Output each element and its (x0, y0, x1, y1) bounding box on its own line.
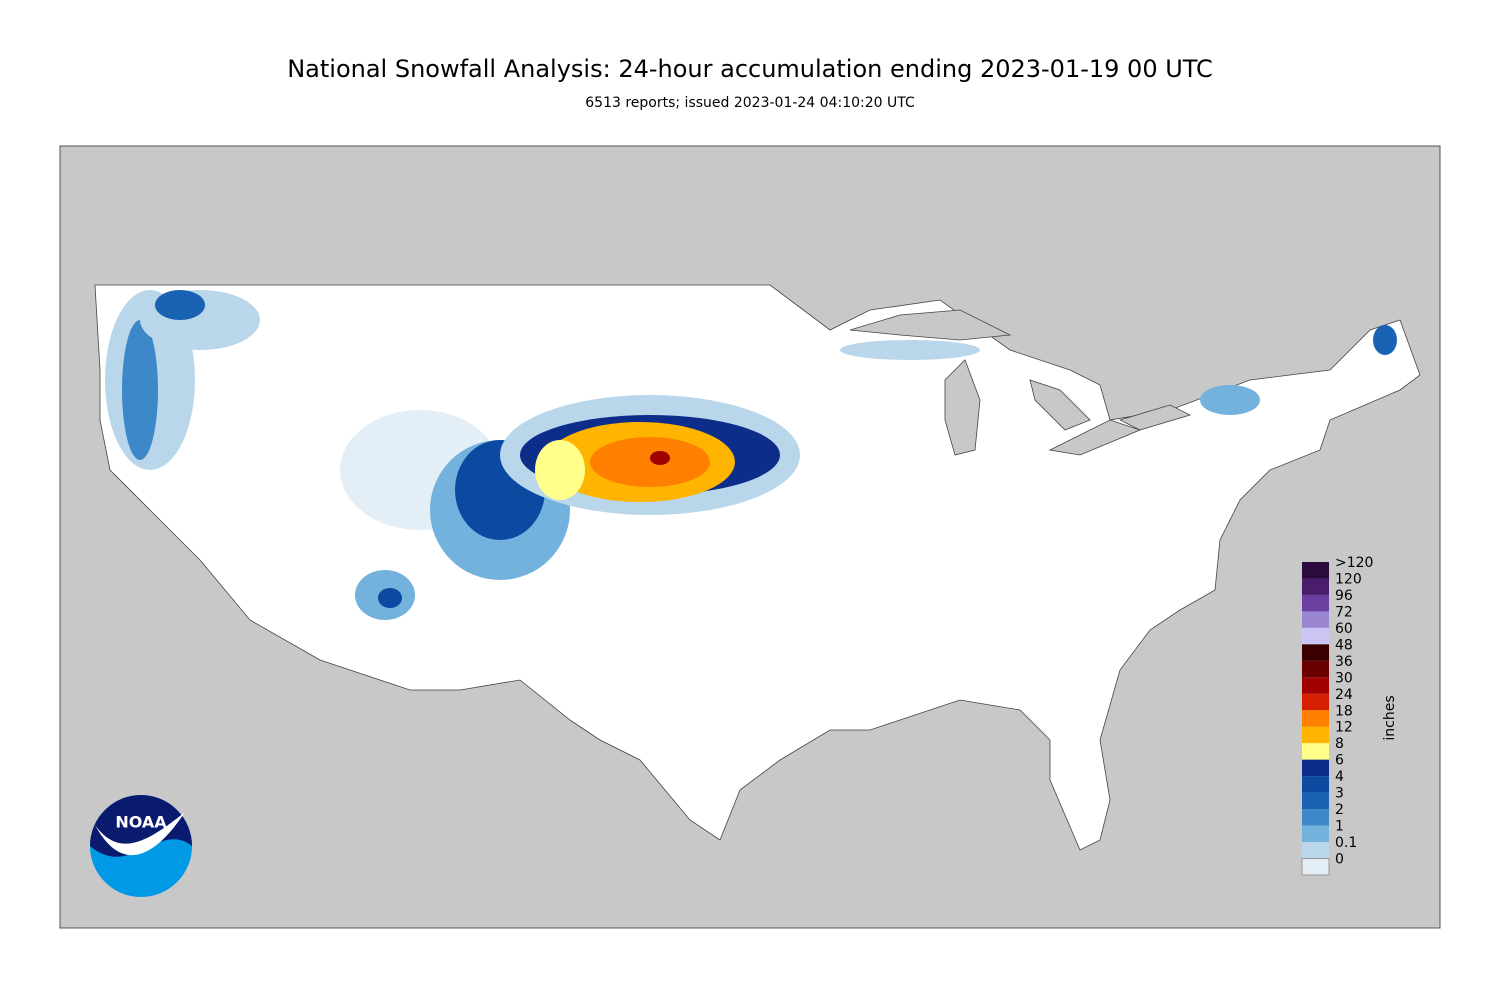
legend-swatch (1302, 677, 1329, 694)
legend-label: 12 (1335, 720, 1353, 736)
great-lakes (849, 309, 1192, 456)
title: National Snowfall Analysis: 24-hour accu… (287, 55, 1213, 83)
logo-text: NOAA (115, 813, 167, 832)
legend-label: 72 (1335, 604, 1353, 620)
legend-label: 30 (1335, 670, 1353, 686)
legend-label: 24 (1335, 687, 1353, 703)
legend-swatch (1302, 792, 1329, 810)
legend-swatch (1302, 710, 1329, 727)
legend-label: 6 (1335, 753, 1344, 769)
legend-label: 60 (1335, 621, 1353, 637)
legend-label: 2 (1335, 802, 1344, 818)
legend-label: 8 (1335, 736, 1344, 752)
legend-label: 0 (1335, 852, 1344, 868)
legend-swatch (1302, 611, 1329, 628)
legend-swatch (1302, 594, 1329, 612)
legend-swatch (1302, 759, 1329, 777)
legend-label: 3 (1335, 786, 1344, 802)
legend-label: 0.1 (1335, 835, 1357, 851)
map (59, 145, 1441, 929)
legend-swatch (1302, 809, 1329, 826)
legend-label: 18 (1335, 703, 1353, 719)
legend-swatch (1302, 578, 1329, 595)
subtitle: 6513 reports; issued 2023-01-24 04:10:20… (585, 95, 915, 111)
legend-label: 1 (1335, 819, 1344, 835)
legend-unit: inches (1382, 695, 1398, 740)
legend-swatch (1302, 627, 1329, 645)
legend-swatch (1302, 726, 1329, 744)
snowfall-shading (105, 290, 1397, 620)
legend-label: 4 (1335, 769, 1344, 785)
legend-swatch (1302, 644, 1329, 661)
legend-swatch (1302, 825, 1329, 843)
legend-swatch (1302, 660, 1329, 678)
legend-swatch (1302, 842, 1329, 859)
legend-label: 96 (1335, 588, 1353, 604)
legend-swatch (1302, 693, 1329, 711)
legend-swatch (1301, 858, 1330, 876)
legend-label: 36 (1335, 654, 1353, 670)
legend-label: 120 (1335, 571, 1362, 587)
legend-swatch (1302, 776, 1329, 793)
legend-swatch (1302, 743, 1329, 760)
legend-label: >120 (1335, 555, 1373, 571)
legend-label: 48 (1335, 637, 1353, 653)
noaa-logo: NOAA (90, 795, 192, 897)
legend-swatch (1302, 562, 1329, 579)
